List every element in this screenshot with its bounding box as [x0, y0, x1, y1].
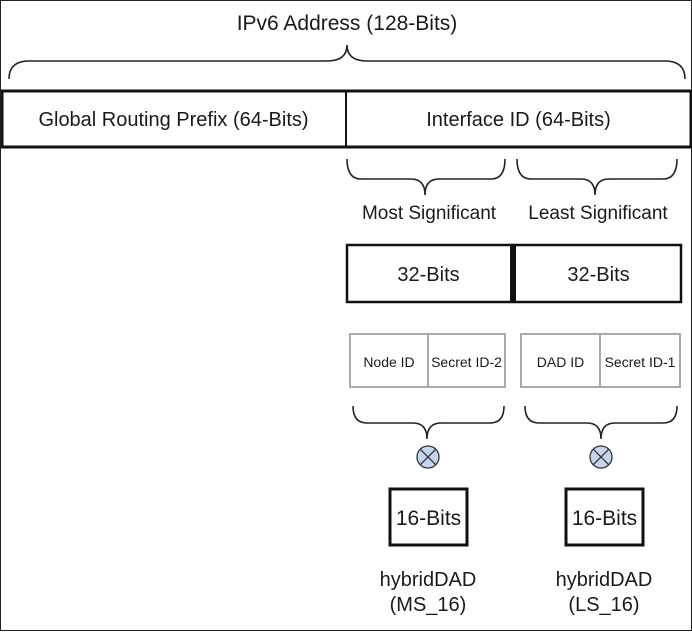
most-significant-brace	[346, 158, 506, 196]
most-32bits-label: 32-Bits	[397, 264, 460, 286]
right-output-sub: (LS_16)	[568, 594, 640, 616]
secret-id-1-field: Secret ID-1	[604, 354, 676, 370]
interface-id-label: Interface ID (64-Bits)	[426, 109, 611, 131]
right-output-caption: hybridDAD (LS_16)	[544, 568, 664, 618]
xor-circle-icon	[589, 445, 613, 469]
left-output-sub: (MS_16)	[389, 594, 467, 616]
left-16bit-box	[388, 487, 469, 547]
global-routing-prefix-label: Global Routing Prefix (64-Bits)	[38, 109, 309, 131]
most-fields-brace	[352, 405, 505, 440]
least-significant-label: Least Significant	[528, 203, 668, 224]
node-id-field: Node ID	[363, 354, 415, 370]
right-16bits-label: 16-Bits	[571, 507, 638, 530]
least-32bits-label: 32-Bits	[567, 264, 630, 286]
dad-id-field: DAD ID	[536, 354, 585, 370]
most-significant-label: Most Significant	[361, 203, 497, 224]
address-brace	[8, 44, 686, 80]
diagram-title: IPv6 Address (128-Bits)	[236, 12, 458, 35]
least-significant-brace	[516, 158, 678, 196]
left-16bits-label: 16-Bits	[395, 507, 462, 530]
least-fields-brace	[524, 405, 678, 440]
bits32-divider	[510, 245, 516, 302]
right-16bit-box	[564, 487, 645, 547]
right-output-name: hybridDAD	[555, 569, 653, 591]
left-output-caption: hybridDAD (MS_16)	[368, 568, 488, 618]
secret-id-2-field: Secret ID-2	[431, 354, 502, 370]
xor-circle-icon	[416, 445, 440, 469]
left-output-name: hybridDAD	[379, 569, 477, 591]
